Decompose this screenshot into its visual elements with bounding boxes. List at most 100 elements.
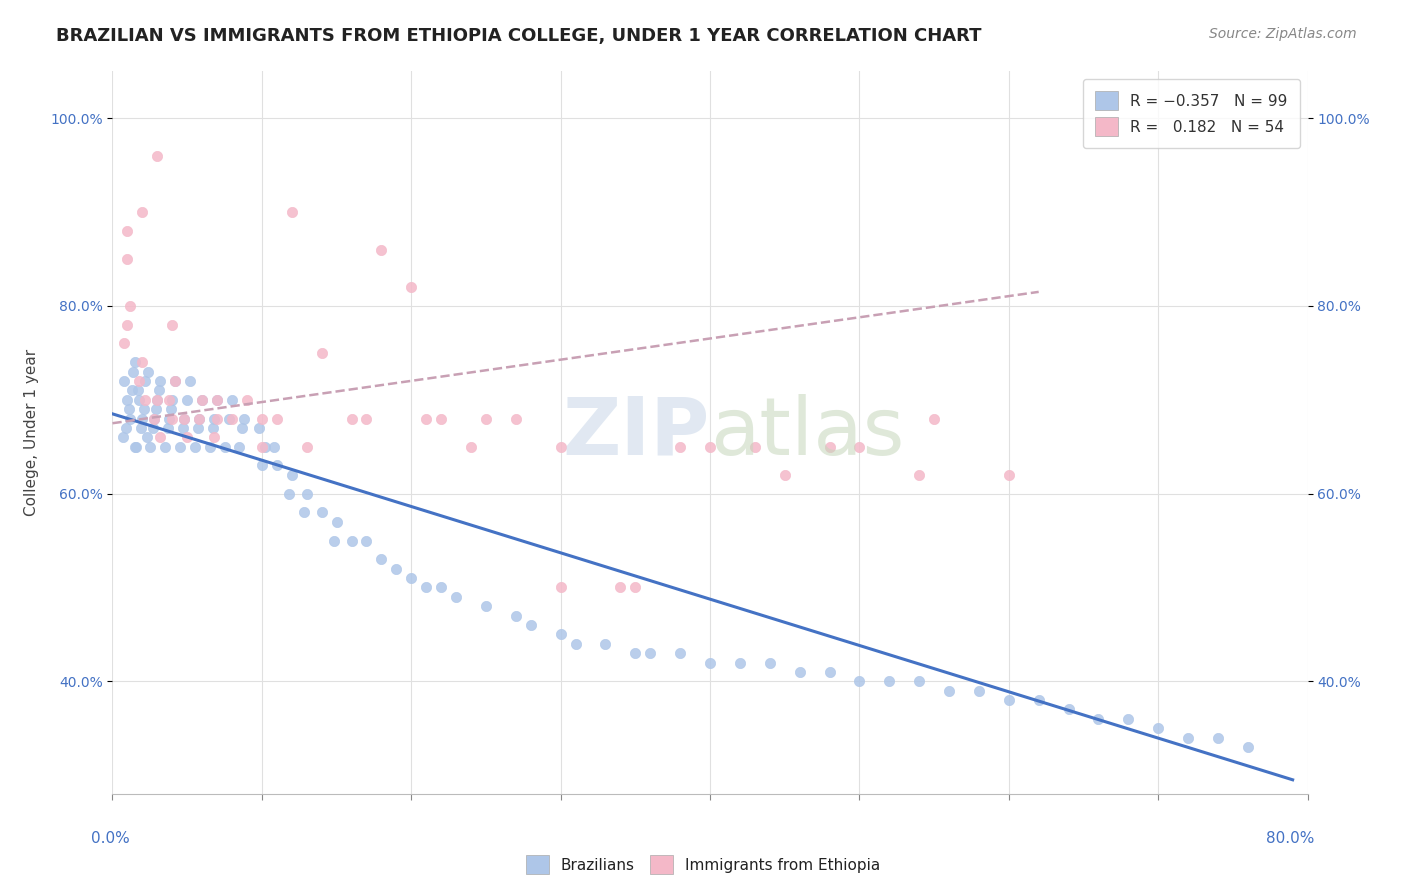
Point bbox=[505, 411, 527, 425]
Point bbox=[998, 693, 1021, 707]
Point bbox=[356, 533, 378, 548]
Point bbox=[728, 656, 751, 670]
Point bbox=[191, 392, 214, 407]
Point bbox=[263, 440, 285, 454]
Point bbox=[277, 486, 299, 500]
Point bbox=[281, 467, 304, 482]
Point bbox=[564, 637, 586, 651]
Point bbox=[231, 421, 253, 435]
Point bbox=[773, 467, 796, 482]
Point bbox=[475, 411, 498, 425]
Point bbox=[134, 392, 156, 407]
Point bbox=[609, 581, 631, 595]
Point bbox=[191, 392, 214, 407]
Point bbox=[139, 440, 162, 454]
Point bbox=[1206, 731, 1229, 745]
Point bbox=[322, 533, 344, 548]
Point bbox=[127, 384, 149, 398]
Point bbox=[205, 392, 228, 407]
Point bbox=[146, 392, 169, 407]
Point bbox=[114, 374, 135, 388]
Point bbox=[520, 618, 543, 632]
Point bbox=[156, 421, 179, 435]
Point bbox=[143, 411, 166, 425]
Point bbox=[430, 581, 453, 595]
Point bbox=[228, 440, 250, 454]
Point bbox=[165, 374, 187, 388]
Point bbox=[149, 374, 172, 388]
Point bbox=[908, 467, 931, 482]
Point bbox=[202, 411, 225, 425]
Point bbox=[117, 392, 139, 407]
Point bbox=[159, 402, 181, 417]
Point bbox=[1057, 702, 1080, 716]
Text: 80.0%: 80.0% bbox=[1267, 831, 1315, 846]
Point bbox=[131, 205, 153, 219]
Point bbox=[218, 411, 240, 425]
Point bbox=[214, 440, 236, 454]
Point bbox=[146, 149, 169, 163]
Point bbox=[143, 411, 166, 425]
Point bbox=[624, 646, 647, 660]
Point bbox=[879, 674, 901, 689]
Point bbox=[162, 411, 183, 425]
Point bbox=[640, 646, 662, 660]
Text: BRAZILIAN VS IMMIGRANTS FROM ETHIOPIA COLLEGE, UNDER 1 YEAR CORRELATION CHART: BRAZILIAN VS IMMIGRANTS FROM ETHIOPIA CO… bbox=[56, 27, 981, 45]
Point bbox=[967, 683, 990, 698]
Point bbox=[848, 674, 870, 689]
Point bbox=[250, 411, 273, 425]
Point bbox=[1237, 739, 1260, 754]
Text: atlas: atlas bbox=[710, 393, 904, 472]
Point bbox=[1087, 712, 1109, 726]
Point bbox=[221, 392, 243, 407]
Point bbox=[818, 665, 841, 679]
Point bbox=[128, 392, 150, 407]
Point bbox=[145, 402, 167, 417]
Point bbox=[595, 637, 617, 651]
Point bbox=[922, 411, 945, 425]
Point bbox=[401, 280, 423, 294]
Point bbox=[120, 299, 142, 313]
Point bbox=[124, 440, 146, 454]
Point bbox=[475, 599, 498, 614]
Point bbox=[188, 411, 211, 425]
Point bbox=[415, 411, 437, 425]
Point bbox=[129, 421, 152, 435]
Point bbox=[624, 581, 647, 595]
Point bbox=[669, 646, 692, 660]
Point bbox=[356, 411, 378, 425]
Point bbox=[699, 440, 721, 454]
Point bbox=[131, 411, 153, 425]
Point bbox=[1177, 731, 1199, 745]
Point bbox=[908, 674, 931, 689]
Point bbox=[236, 392, 259, 407]
Point bbox=[157, 411, 180, 425]
Text: 0.0%: 0.0% bbox=[91, 831, 131, 846]
Point bbox=[172, 421, 194, 435]
Point bbox=[132, 402, 155, 417]
Legend: R = −0.357   N = 99, R =   0.182   N = 54: R = −0.357 N = 99, R = 0.182 N = 54 bbox=[1083, 79, 1301, 148]
Point bbox=[179, 374, 201, 388]
Point bbox=[1118, 712, 1140, 726]
Point bbox=[550, 440, 572, 454]
Point bbox=[173, 411, 195, 425]
Point bbox=[183, 440, 205, 454]
Point bbox=[169, 440, 191, 454]
Point bbox=[505, 608, 527, 623]
Point bbox=[266, 458, 288, 473]
Point bbox=[233, 411, 256, 425]
Point bbox=[669, 440, 692, 454]
Point bbox=[295, 440, 318, 454]
Point bbox=[117, 318, 139, 332]
Point bbox=[370, 552, 392, 566]
Point bbox=[311, 505, 333, 519]
Point bbox=[250, 458, 273, 473]
Point bbox=[176, 392, 198, 407]
Point bbox=[128, 374, 150, 388]
Point bbox=[1147, 721, 1170, 735]
Point bbox=[146, 392, 169, 407]
Point bbox=[247, 421, 270, 435]
Point bbox=[253, 440, 276, 454]
Legend: Brazilians, Immigrants from Ethiopia: Brazilians, Immigrants from Ethiopia bbox=[519, 849, 887, 880]
Point bbox=[121, 384, 143, 398]
